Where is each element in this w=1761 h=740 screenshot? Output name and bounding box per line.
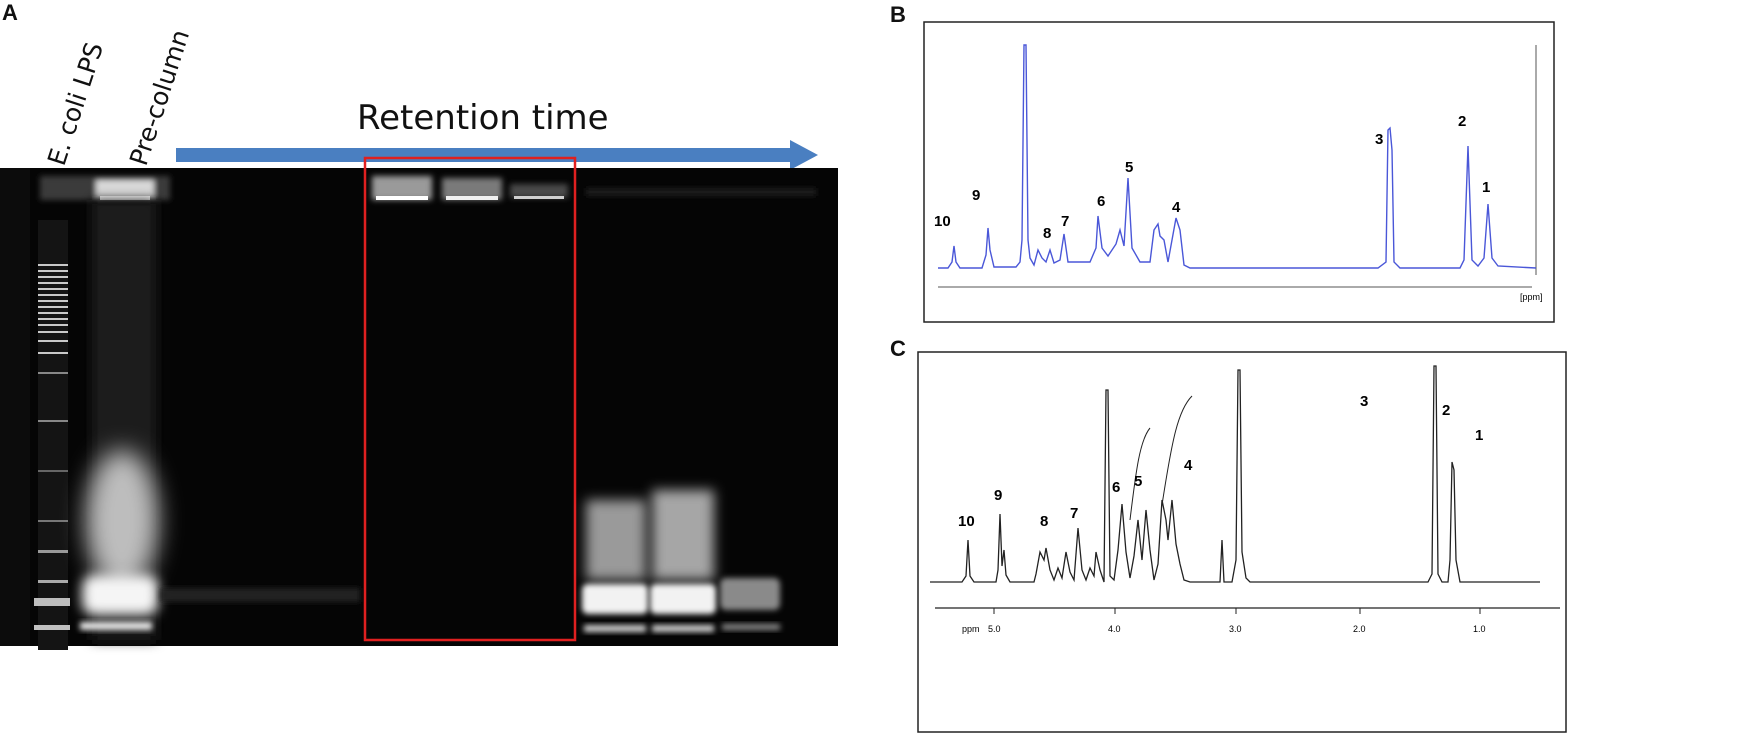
nmr-b-peak-6: 6 xyxy=(1097,193,1105,210)
ecoli-ladder xyxy=(34,220,70,650)
gel-well-lines xyxy=(100,196,564,200)
panel-c-letter: C xyxy=(890,336,906,361)
nmr-b-peak-5: 5 xyxy=(1125,159,1133,176)
nmr-c-peak-8: 8 xyxy=(1040,513,1048,530)
retention-arrow xyxy=(176,140,818,170)
nmr-b-peak-10: 10 xyxy=(934,213,951,230)
nmr-c-tick-labels: 5.0 4.0 3.0 2.0 1.0 xyxy=(988,624,1486,634)
nmr-c-tick-1: 1.0 xyxy=(1473,624,1486,634)
nmr-c-tick-2: 2.0 xyxy=(1353,624,1366,634)
nmr-c-tick-4: 4.0 xyxy=(1108,624,1121,634)
nmr-c-tick-5: 5.0 xyxy=(988,624,1001,634)
nmr-c-peak-2: 2 xyxy=(1442,402,1450,419)
faint-lanes xyxy=(160,588,360,602)
nmr-b-peak-2: 2 xyxy=(1458,113,1466,130)
nmr-c-tick-3: 3.0 xyxy=(1229,624,1242,634)
nmr-c-integrals xyxy=(1129,395,1193,521)
nmr-c-peak-7: 7 xyxy=(1070,505,1078,522)
nmr-c-peak-labels: 10 9 8 7 6 5 4 3 2 1 xyxy=(958,393,1483,530)
nmr-c-peak-1: 1 xyxy=(1475,427,1483,444)
highlight-box xyxy=(363,156,577,642)
nmr-b-peak-labels: 10 9 8 7 6 5 4 3 2 1 xyxy=(934,113,1490,242)
pre-column-lane xyxy=(80,200,158,640)
nmr-c-peak-4: 4 xyxy=(1184,457,1193,474)
nmr-b-peak-7: 7 xyxy=(1061,213,1069,230)
nmr-c-peak-5: 5 xyxy=(1134,473,1142,490)
nmr-b-axis-unit: [ppm] xyxy=(1520,292,1543,302)
fraction-lanes xyxy=(582,490,780,632)
nmr-b-peak-1: 1 xyxy=(1482,179,1490,196)
nmr-b-spectrum xyxy=(938,44,1537,269)
nmr-b-peak-4: 4 xyxy=(1172,199,1181,216)
nmr-c-axis-title: ppm xyxy=(962,624,980,634)
panel-b-letter: B xyxy=(890,2,906,27)
nmr-c-peak-6: 6 xyxy=(1112,479,1120,496)
nmr-b-peak-3: 3 xyxy=(1375,131,1383,148)
panel-a-letter: A xyxy=(2,0,18,25)
nmr-b-peak-8: 8 xyxy=(1043,225,1051,242)
nmr-c-peak-9: 9 xyxy=(994,487,1002,504)
nmr-c-ticks xyxy=(993,608,1481,614)
nmr-b-frame xyxy=(923,21,1555,323)
gel-wells xyxy=(40,176,816,200)
nmr-b-peak-9: 9 xyxy=(972,187,980,204)
nmr-c-peak-3: 3 xyxy=(1360,393,1368,410)
nmr-c-peak-10: 10 xyxy=(958,513,975,530)
nmr-c-spectrum xyxy=(930,365,1540,583)
retention-time-label: Retention time xyxy=(357,98,609,138)
